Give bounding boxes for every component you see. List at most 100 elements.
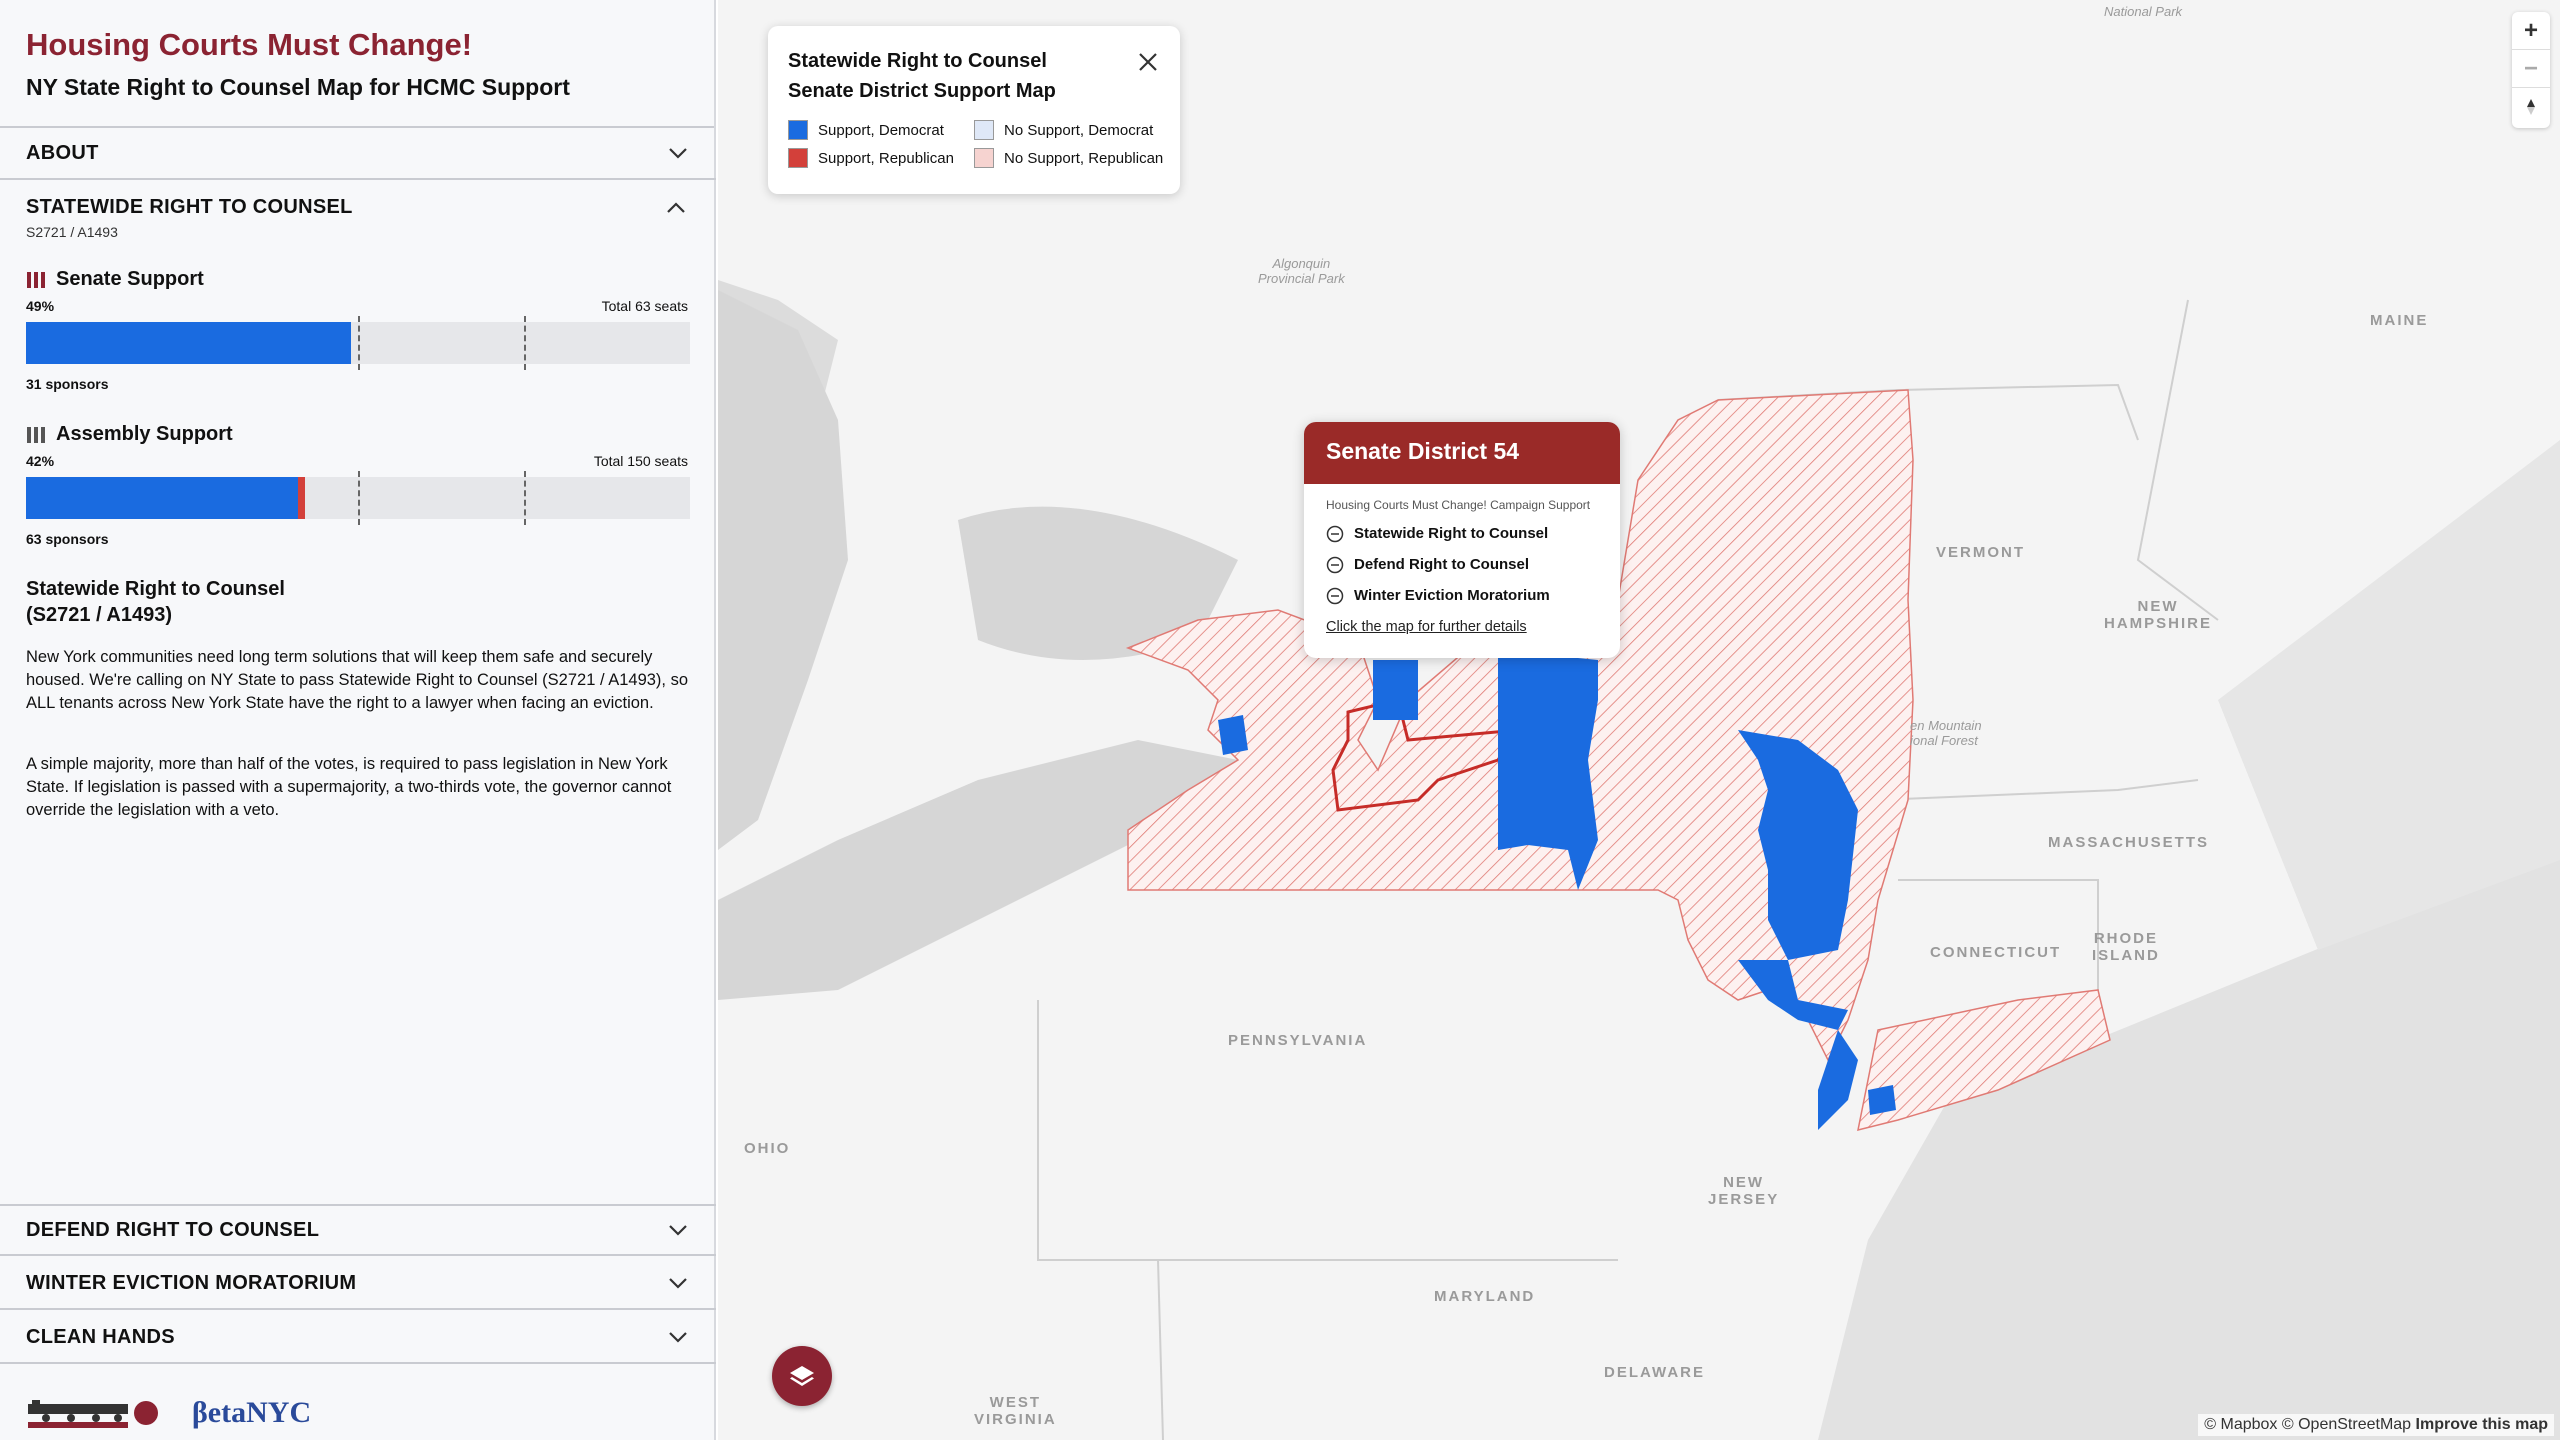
map-label-nj2: JERSEY: [1708, 1191, 1780, 1208]
body-title-line1: Statewide Right to Counsel: [26, 578, 285, 600]
map-label-wv: WEST VIRGINIA: [974, 1394, 1057, 1428]
assembly-dem-fill: [26, 477, 298, 519]
assembly-rep-fill: [298, 477, 305, 519]
accordion-statewide[interactable]: STATEWIDE RIGHT TO COUNSEL: [26, 196, 353, 218]
attribution-osm[interactable]: © OpenStreetMap: [2281, 1416, 2412, 1433]
map-label-algonquin: Algonquin Provincial Park: [1258, 256, 1345, 286]
app-subtitle: NY State Right to Counsel Map for HCMC S…: [26, 74, 570, 100]
attribution-improve[interactable]: Improve this map: [2415, 1416, 2548, 1433]
popup-details-link[interactable]: Click the map for further details: [1326, 619, 1527, 635]
popup-item: Winter Eviction Moratorium: [1304, 580, 1620, 611]
zoom-out-button[interactable]: −: [2512, 50, 2550, 88]
zoom-in-button[interactable]: +: [2512, 12, 2550, 50]
map-label-ohio: OHIO: [744, 1140, 791, 1157]
map-label-natpark: National Park: [2104, 4, 2183, 19]
legend-swatch: [974, 120, 994, 140]
minus-circle-icon: [1326, 525, 1344, 543]
map-label-ri2: ISLAND: [2092, 947, 2160, 964]
attribution-mapbox[interactable]: © Mapbox: [2204, 1416, 2278, 1433]
map-attribution: © Mapbox © OpenStreetMap Improve this ma…: [2198, 1414, 2554, 1436]
assembly-percent: 42%: [26, 453, 55, 469]
map-label-maryland: MARYLAND: [1434, 1288, 1536, 1305]
assembly-total: Total 150 seats: [593, 453, 688, 469]
chevron-down-icon: [666, 141, 690, 165]
district-popup[interactable]: Senate District 54 Housing Courts Must C…: [1304, 422, 1620, 658]
body-paragraph-2: A simple majority, more than half of the…: [26, 755, 672, 819]
legend-items: Support, Democrat No Support, Democrat S…: [788, 120, 1163, 168]
layers-icon: [790, 1366, 814, 1386]
map-legend: Statewide Right to Counsel Senate Distri…: [768, 26, 1180, 194]
legend-item-label: No Support, Democrat: [1004, 121, 1154, 139]
accordion-defend-label: DEFEND RIGHT TO COUNSEL: [26, 1218, 320, 1241]
map-label-nh: NEW HAMPSHIRE: [2104, 598, 2212, 632]
legend-item-label: No Support, Republican: [1004, 149, 1164, 167]
assembly-support-label: Assembly Support: [56, 423, 233, 445]
majority-marker: [358, 471, 360, 525]
map-label-algonquin2: Provincial Park: [1258, 271, 1345, 286]
zoom-controls: + −: [2512, 12, 2550, 128]
betanyc-logo[interactable]: βetaNYC: [192, 1396, 312, 1429]
legend-swatch: [788, 120, 808, 140]
senate-percent: 49%: [26, 298, 55, 314]
supermajority-marker: [524, 316, 526, 370]
legend-item-label: Support, Democrat: [818, 121, 944, 139]
map-label-ri: RHODE ISLAND: [2092, 930, 2160, 964]
map-label-nh2: HAMPSHIRE: [2104, 615, 2213, 632]
map-label-nj1: NEW: [1723, 1174, 1765, 1191]
columns-icon: [26, 270, 46, 290]
map-label-nj: NEW JERSEY: [1708, 1174, 1779, 1208]
map-label-massachusetts: MASSACHUSETTS: [2048, 834, 2210, 851]
body-paragraph-1: New York communities need long term solu…: [26, 648, 689, 712]
accordion-defend[interactable]: DEFEND RIGHT TO COUNSEL: [0, 1204, 716, 1256]
map-label-nh1: NEW: [2137, 598, 2179, 615]
legend-title-2: Senate District Support Map: [788, 80, 1056, 102]
accordion-about-label: ABOUT: [26, 141, 99, 164]
chevron-up-icon[interactable]: [664, 196, 688, 220]
accordion-winter-label: WINTER EVICTION MORATORIUM: [26, 1271, 357, 1294]
supermajority-marker: [524, 471, 526, 525]
senate-support-label: Senate Support: [56, 268, 204, 290]
majority-marker: [358, 316, 360, 370]
map-label-vermont: VERMONT: [1936, 544, 2025, 561]
minus-circle-icon: [1326, 587, 1344, 605]
map-label-wv1: WEST: [989, 1394, 1042, 1411]
chevron-down-icon: [666, 1218, 690, 1242]
map-label-greenmtn: en Mountain ional Forest: [1910, 718, 1982, 748]
body-title-line2: (S2721 / A1493): [26, 604, 173, 626]
sidebar: Housing Courts Must Change! NY State Rig…: [0, 0, 716, 1440]
accordion-clean-label: CLEAN HANDS: [26, 1325, 175, 1348]
popup-item: Defend Right to Counsel: [1304, 549, 1620, 580]
compass-icon: [2527, 99, 2535, 115]
legend-item: No Support, Democrat: [974, 120, 1174, 140]
map-label-greenmtn2: ional Forest: [1910, 733, 1978, 748]
senate-sponsors: 31 sponsors: [26, 376, 109, 392]
columns-icon: [26, 425, 46, 445]
footer-logos: βetaNYC: [26, 1396, 311, 1430]
popup-item: Statewide Right to Counsel: [1304, 518, 1620, 549]
assembly-sponsors: 63 sponsors: [26, 531, 109, 547]
compass-button[interactable]: [2512, 88, 2550, 126]
legend-item: No Support, Republican: [974, 148, 1174, 168]
map-label-greenmtn1: en Mountain: [1910, 718, 1982, 733]
map-label-maine: MAINE: [2370, 312, 2429, 329]
accordion-winter[interactable]: WINTER EVICTION MORATORIUM: [0, 1258, 716, 1310]
legend-item: Support, Republican: [788, 148, 974, 168]
layers-button[interactable]: [772, 1346, 832, 1406]
senate-dem-fill: [26, 322, 351, 364]
map-label-delaware: DELAWARE: [1604, 1364, 1706, 1381]
right-to-counsel-logo[interactable]: [26, 1396, 166, 1430]
legend-title-1: Statewide Right to Counsel: [788, 50, 1047, 72]
map[interactable]: MAINE VERMONT NEW HAMPSHIRE MASSACHUSETTS…: [718, 0, 2560, 1440]
map-canvas[interactable]: [718, 0, 2560, 1440]
senate-support-bar: [26, 316, 690, 370]
accordion-clean-hands[interactable]: CLEAN HANDS: [0, 1312, 716, 1364]
body-title: Statewide Right to Counsel (S2721 / A149…: [26, 576, 285, 628]
legend-swatch: [974, 148, 994, 168]
close-icon[interactable]: [1134, 48, 1162, 76]
sidebar-header: Housing Courts Must Change! NY State Rig…: [0, 0, 714, 128]
senate-support-header: Senate Support: [26, 268, 204, 291]
popup-item-label: Winter Eviction Moratorium: [1354, 587, 1550, 604]
accordion-about[interactable]: ABOUT: [0, 128, 716, 180]
popup-title: Senate District 54: [1304, 422, 1620, 484]
senate-total: Total 63 seats: [601, 298, 688, 314]
